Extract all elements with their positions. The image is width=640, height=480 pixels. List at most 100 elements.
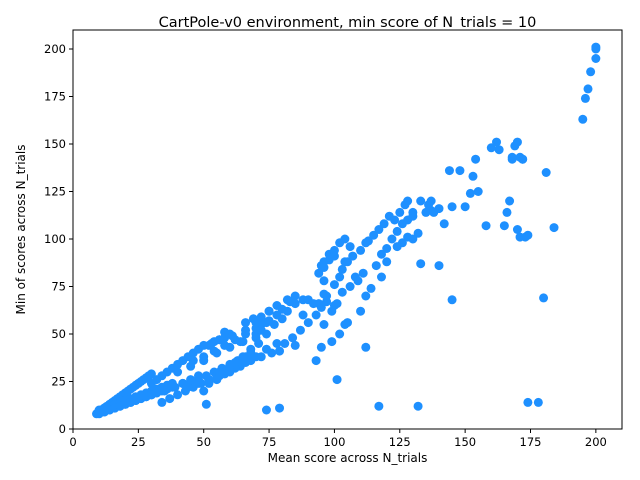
y-tick-label: 0 <box>59 422 66 436</box>
data-point <box>332 375 342 385</box>
data-point <box>272 301 282 310</box>
data-point <box>356 245 366 255</box>
data-point <box>241 318 251 328</box>
data-point <box>361 342 371 352</box>
data-point <box>275 346 285 356</box>
data-point <box>358 268 368 278</box>
data-point <box>319 320 329 329</box>
data-point <box>580 93 590 103</box>
data-point <box>235 337 245 347</box>
data-point <box>220 340 230 350</box>
data-point <box>374 401 384 411</box>
data-point <box>269 320 279 329</box>
data-point <box>518 154 528 164</box>
data-point <box>256 312 266 322</box>
data-point <box>505 196 515 206</box>
y-tick-label: 75 <box>51 280 66 294</box>
y-tick-label: 175 <box>44 90 66 104</box>
data-point <box>392 242 402 252</box>
data-point <box>523 230 533 240</box>
data-point <box>473 187 483 196</box>
data-point <box>199 386 209 396</box>
data-point <box>337 264 347 274</box>
x-tick-label: 100 <box>323 435 345 449</box>
data-point <box>468 171 478 181</box>
data-point <box>188 356 198 366</box>
data-point <box>327 306 337 316</box>
data-point <box>583 84 593 94</box>
x-tick-label: 200 <box>585 435 607 449</box>
data-point <box>369 230 379 240</box>
data-point <box>311 356 321 366</box>
data-point <box>499 221 509 231</box>
data-point <box>591 54 601 63</box>
data-point <box>376 249 386 259</box>
data-point <box>212 375 222 385</box>
data-point <box>533 397 543 407</box>
data-point <box>444 166 454 176</box>
data-point <box>416 196 426 206</box>
data-point <box>280 339 290 348</box>
data-point <box>345 282 355 291</box>
data-point <box>387 234 397 244</box>
data-point <box>199 352 209 362</box>
data-point <box>507 152 517 162</box>
data-point <box>329 280 339 290</box>
data-point <box>395 207 405 217</box>
x-tick-label: 125 <box>389 435 411 449</box>
data-point <box>523 397 533 407</box>
data-point <box>261 405 271 415</box>
data-point <box>207 339 217 348</box>
data-point <box>254 339 264 348</box>
data-point <box>392 226 402 236</box>
data-point <box>319 263 329 272</box>
data-point <box>335 272 345 282</box>
data-point <box>539 293 549 303</box>
data-point <box>343 318 352 328</box>
data-point <box>314 268 324 278</box>
data-point <box>238 352 248 362</box>
y-tick-label: 200 <box>44 42 66 56</box>
x-tick-label: 50 <box>196 435 211 449</box>
data-point <box>345 242 355 252</box>
data-point <box>363 236 373 246</box>
data-point <box>322 291 332 301</box>
data-point <box>209 346 219 356</box>
data-point <box>481 221 491 231</box>
data-point <box>290 340 300 350</box>
data-point <box>309 299 319 309</box>
data-point <box>426 196 436 206</box>
data-point <box>413 401 423 411</box>
data-point <box>282 295 292 305</box>
data-point <box>382 257 392 267</box>
data-point <box>327 337 337 347</box>
data-point <box>272 339 282 348</box>
data-point <box>434 204 444 214</box>
data-point <box>421 207 431 217</box>
data-point <box>152 388 162 398</box>
data-point <box>502 207 512 217</box>
x-tick-label: 0 <box>69 435 76 449</box>
y-axis-label: Min of scores across N_trials <box>14 145 28 315</box>
x-tick-label: 25 <box>131 435 146 449</box>
data-point <box>246 344 256 354</box>
data-point <box>193 371 203 381</box>
data-point <box>264 306 274 316</box>
data-point <box>348 251 358 261</box>
y-tick-label: 50 <box>51 327 66 341</box>
data-point <box>316 302 326 312</box>
data-point <box>356 306 366 316</box>
data-point <box>227 331 237 341</box>
data-point <box>376 272 386 282</box>
data-point <box>186 375 196 385</box>
data-point <box>319 276 329 286</box>
data-point <box>416 259 426 269</box>
data-point <box>298 310 308 320</box>
data-point <box>204 378 214 388</box>
data-point <box>447 202 457 212</box>
data-point <box>261 329 271 339</box>
x-axis-label: Mean score across N_trials <box>268 451 428 465</box>
data-point <box>214 367 224 377</box>
data-point <box>173 390 183 400</box>
data-point <box>335 329 345 339</box>
